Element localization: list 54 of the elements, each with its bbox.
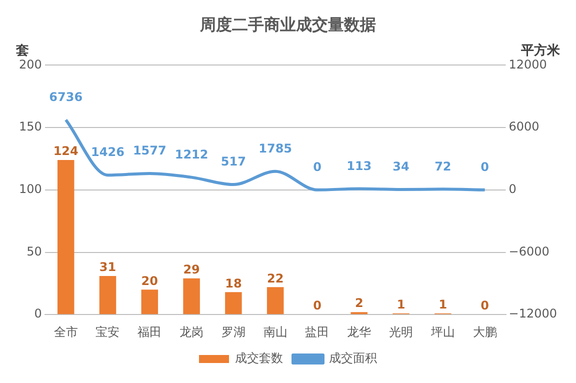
x-tick-label: 龙岗	[180, 324, 204, 339]
data-label: 1212	[174, 147, 208, 162]
data-label: 124	[53, 144, 78, 158]
y-axis-title: 套	[15, 44, 29, 59]
data-label: 1426	[91, 145, 124, 160]
data-label: 34	[392, 160, 410, 174]
data-label: 22	[266, 271, 284, 286]
data-label: 1	[438, 297, 448, 312]
bar	[183, 278, 200, 314]
x-tick-label: 盐田	[305, 324, 330, 339]
data-label: 1577	[132, 144, 166, 158]
bar	[225, 292, 242, 314]
data-label: 72	[434, 159, 452, 174]
y2-axis-title: 平方米	[520, 42, 561, 59]
x-tick-label: 坪山	[430, 324, 455, 339]
y2-tick-label: 12000	[508, 57, 547, 72]
bar	[99, 276, 116, 314]
x-tick-label: 龙华	[347, 324, 372, 339]
y-tick-label: 200	[19, 57, 42, 72]
y-tick-label: 50	[26, 244, 42, 258]
x-tick-label: 宝安	[96, 324, 120, 339]
y2-tick-label: −6000	[508, 244, 550, 258]
y-tick-label: 0	[34, 306, 42, 321]
x-tick-label: 福田	[138, 324, 162, 339]
legend-label: 成交套数	[235, 351, 283, 366]
bar	[266, 287, 284, 314]
data-label: 1	[396, 297, 406, 312]
bar	[57, 160, 74, 314]
data-label: 517	[220, 154, 246, 169]
bar	[141, 290, 158, 314]
data-label: 0	[480, 298, 490, 313]
x-tick-label: 光明	[389, 324, 414, 339]
data-label: 2	[354, 296, 364, 310]
y-tick-label: 100	[19, 182, 42, 196]
legend-label: 成交面积	[329, 351, 377, 366]
data-label: 18	[225, 276, 242, 290]
data-label: 6736	[49, 90, 83, 104]
data-label: 0	[313, 298, 322, 313]
y2-tick-label: 6000	[508, 120, 540, 134]
data-label: 0	[313, 160, 322, 174]
data-label: 0	[480, 160, 490, 174]
x-tick-label: 南山	[263, 324, 288, 339]
chart-title: 周度二手商业成交量数据	[199, 14, 376, 34]
x-tick-label: 大鹏	[472, 324, 497, 339]
data-label: 1785	[258, 141, 292, 156]
data-label: 31	[99, 260, 116, 274]
y2-tick-label: 0	[508, 182, 516, 196]
data-label: 20	[141, 274, 158, 288]
data-label: 29	[183, 262, 200, 277]
y2-tick-label: −12000	[508, 306, 558, 321]
data-label: 113	[346, 158, 372, 173]
y-tick-label: 150	[19, 120, 42, 134]
x-tick-label: 罗湖	[221, 324, 246, 339]
x-tick-label: 全市	[54, 324, 78, 339]
